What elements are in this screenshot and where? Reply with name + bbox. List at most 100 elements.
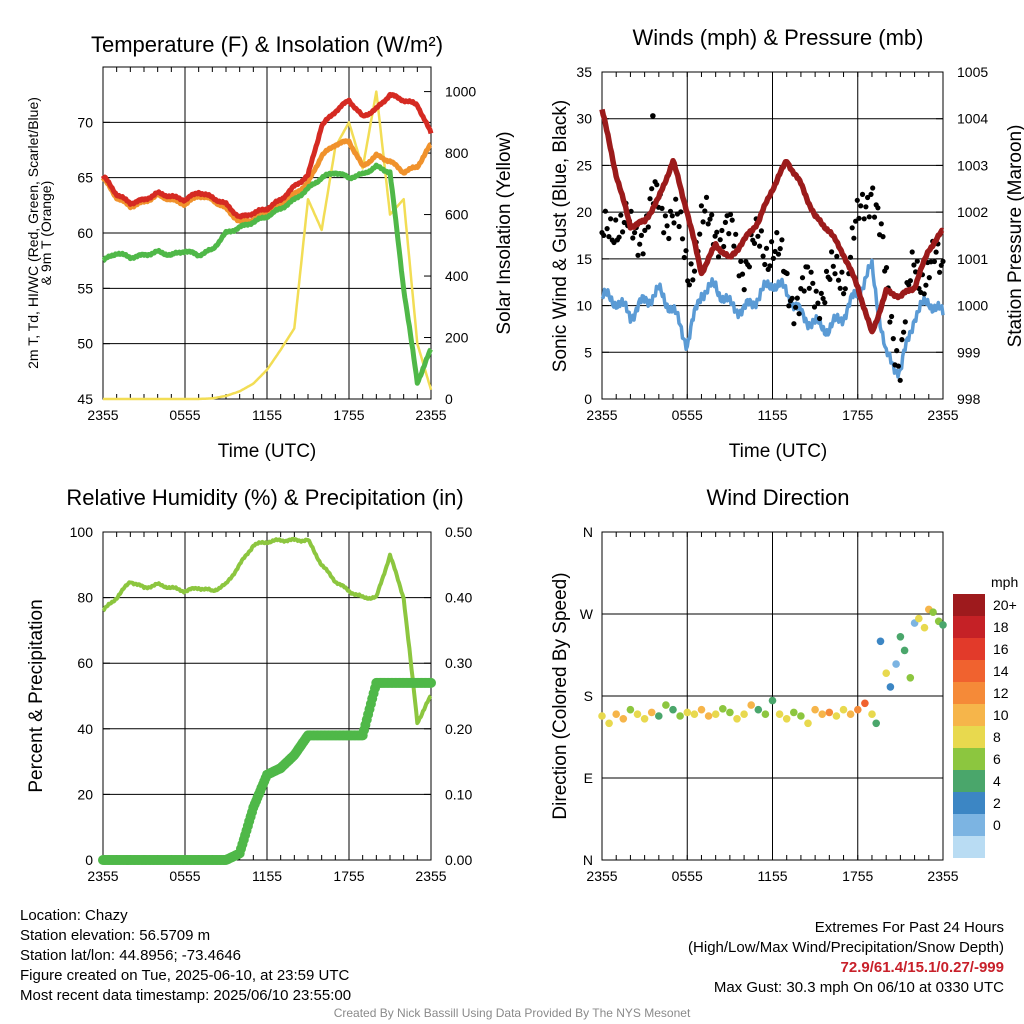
x-tick-label: 2355 <box>586 868 617 884</box>
direction-point <box>704 712 713 720</box>
colorbar-label: 8 <box>993 729 1001 745</box>
gust-point <box>851 235 857 241</box>
gust-point <box>811 304 818 310</box>
y-tick-label-right: 200 <box>445 330 469 346</box>
gust-point <box>702 208 708 214</box>
direction-point <box>647 708 656 717</box>
y-tick-label-right: 1000 <box>957 298 988 314</box>
gust-point <box>746 264 753 270</box>
gust-point <box>813 288 819 294</box>
series-line-station-pressure <box>599 108 945 335</box>
y-axis-label-left: Direction (Colored By Speed) <box>550 572 571 819</box>
extremes-info: Extremes For Past 24 Hours (High/Low/Max… <box>688 918 1004 998</box>
gust-point <box>757 243 763 249</box>
y-tick-label-left: 60 <box>77 655 93 671</box>
gust-point <box>866 214 872 220</box>
gust-point <box>832 271 838 277</box>
y-tick-label-right: 998 <box>957 391 981 407</box>
x-tick-label: 1155 <box>757 407 787 423</box>
colorbar-label: 10 <box>993 707 1009 723</box>
gust-point <box>630 235 636 241</box>
chart-title: Wind Direction <box>706 485 849 510</box>
gust-point <box>796 311 802 317</box>
max-gust-text: Max Gust: 30.3 mph On 06/10 at 0330 UTC <box>713 979 1004 996</box>
x-tick-label: 2355 <box>87 407 118 423</box>
gust-point <box>755 233 761 239</box>
y-tick-label-right: 0.10 <box>445 786 472 802</box>
colorbar-swatch <box>953 638 985 660</box>
y-tick-label-right: 1005 <box>957 64 988 80</box>
gust-point <box>678 209 684 215</box>
gust-point <box>906 282 912 288</box>
gust-point <box>620 229 626 235</box>
gust-point <box>705 221 711 227</box>
gust-point <box>606 234 612 240</box>
gust-point <box>806 285 812 291</box>
gust-point <box>647 196 653 202</box>
direction-point <box>861 699 869 708</box>
direction-point <box>775 710 784 718</box>
y-tick-label-left: 65 <box>77 170 93 186</box>
gust-point <box>938 262 944 268</box>
colorbar-swatch <box>953 616 985 638</box>
station-info: Location: Chazy Station elevation: 56.57… <box>20 906 351 1006</box>
x-tick-label: 2355 <box>586 407 617 423</box>
x-tick-label: 0555 <box>672 407 703 423</box>
series-line-2m-td <box>101 162 433 386</box>
x-tick-label: 0555 <box>672 868 703 884</box>
gust-point <box>637 241 643 247</box>
y-tick-label-left: 0 <box>85 852 93 868</box>
gust-point <box>859 191 866 197</box>
gust-point <box>645 224 651 230</box>
gust-point <box>667 208 674 214</box>
gust-point <box>632 230 638 236</box>
colorbar-swatch <box>953 704 985 726</box>
y-tick-label-right: 0.20 <box>445 721 472 737</box>
y-tick-label-left: 20 <box>576 204 592 220</box>
direction-point <box>605 719 613 728</box>
series-line-relative-humidity <box>101 536 433 726</box>
gust-point <box>703 194 710 200</box>
direction-point <box>740 710 748 718</box>
direction-point <box>626 705 635 714</box>
colorbar-swatch <box>953 814 985 836</box>
gust-point <box>791 321 797 327</box>
gust-point <box>654 182 660 188</box>
colorbar-swatch <box>953 726 985 748</box>
gust-point <box>805 264 811 270</box>
created-text: Figure created on Tue, 2025-06-10, at 23… <box>20 967 350 984</box>
x-tick-label: 0555 <box>169 407 200 423</box>
y-tick-label-left: 5 <box>584 344 592 360</box>
gust-point <box>871 214 878 220</box>
direction-point <box>733 715 741 723</box>
gust-point <box>712 233 718 239</box>
gust-point <box>661 230 667 236</box>
gust-point <box>722 219 729 225</box>
gust-point <box>921 291 927 297</box>
direction-point <box>900 646 909 655</box>
gust-point <box>823 268 830 274</box>
y-axis-label-line: & 9m T (Orange) <box>38 181 54 286</box>
panel-1: 2355 0555 1155 1755 235545505560657002004006… <box>25 32 515 462</box>
location-text: Location: Chazy <box>20 907 128 924</box>
credit-text: Created By Nick Bassill Using Data Provi… <box>333 1006 691 1020</box>
gust-point <box>854 197 860 203</box>
y-axis-label-left: 2m T, Td, HI/WC (Red, Green, Scarlet/Blu… <box>25 97 54 369</box>
direction-point <box>633 710 642 718</box>
gust-point <box>875 205 881 211</box>
x-tick-label: 2355 <box>927 868 958 884</box>
gust-point <box>760 253 766 259</box>
colorbar-label: 16 <box>993 641 1009 657</box>
y-tick-label-left: 20 <box>77 786 93 802</box>
series-line-sonic-wind <box>600 258 945 379</box>
gust-point <box>907 278 914 284</box>
gust-point <box>853 218 859 224</box>
y-tick-label-right: 800 <box>445 145 469 161</box>
direction-point <box>811 705 819 714</box>
gust-point <box>613 217 619 223</box>
gust-point <box>923 282 929 288</box>
gust-point <box>911 262 917 268</box>
y-tick-label-left: 10 <box>576 298 592 314</box>
gust-point <box>671 220 677 226</box>
